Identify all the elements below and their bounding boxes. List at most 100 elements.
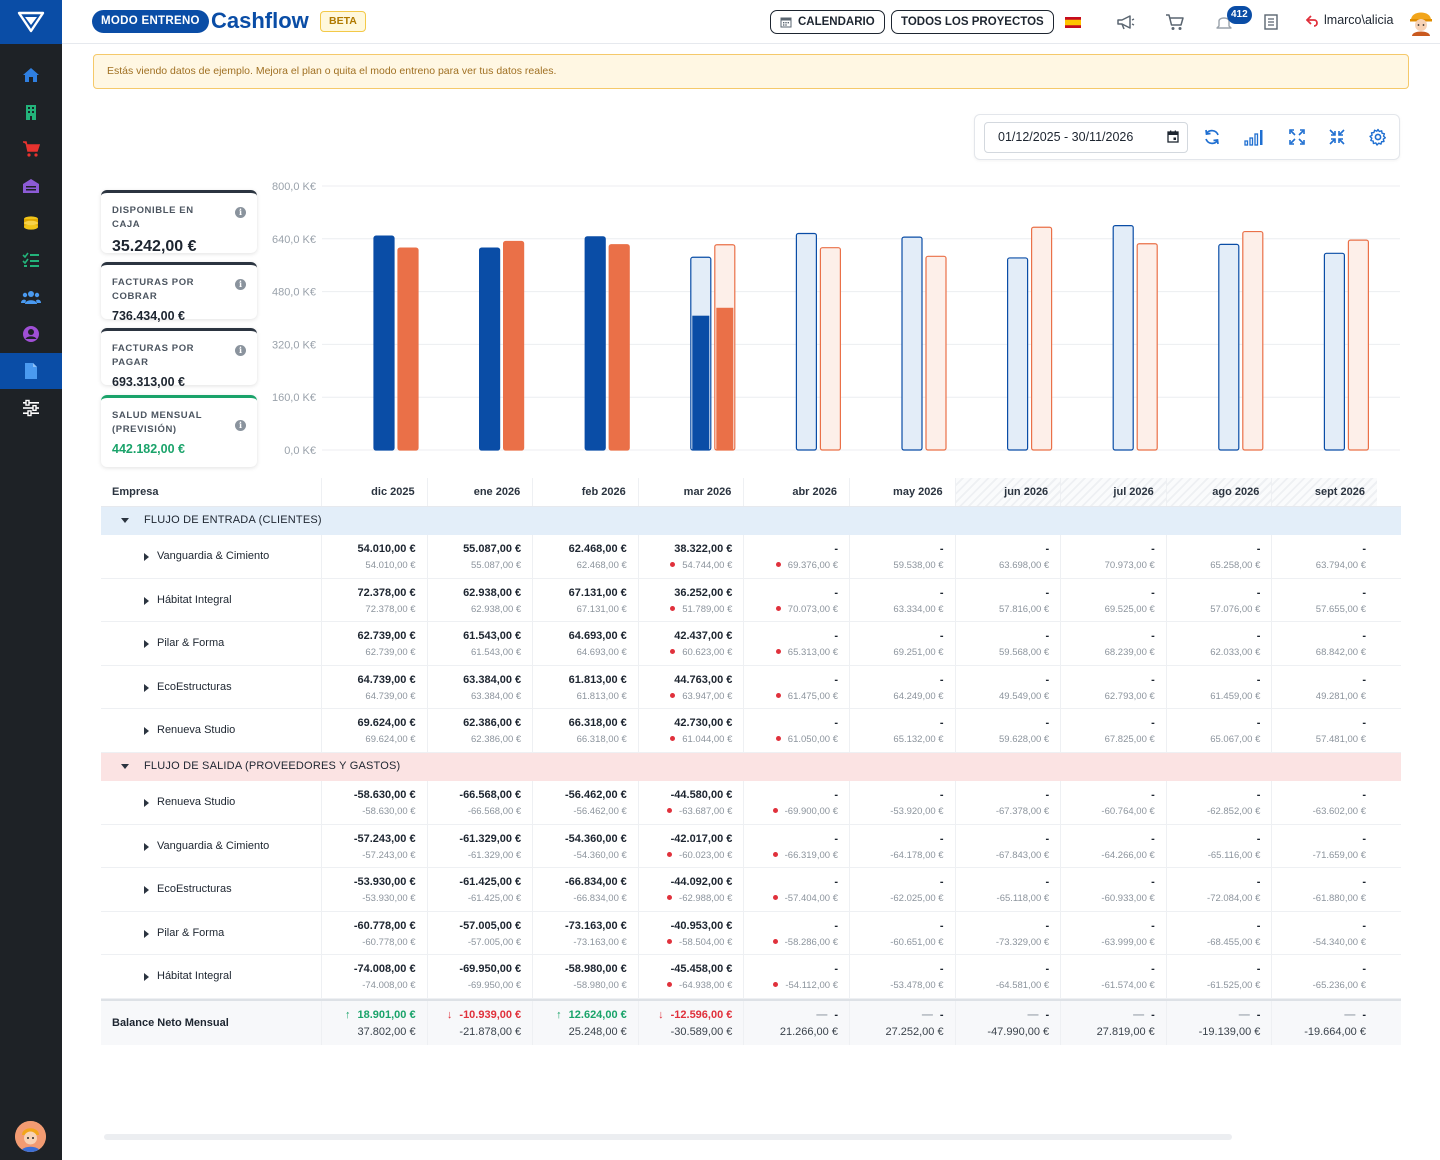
app-logo[interactable] bbox=[0, 0, 62, 44]
value-cell[interactable]: - -65.236,00 € bbox=[1271, 955, 1377, 998]
balance-cell[interactable]: ↑ 12.624,00 € 25.248,00 € bbox=[532, 1001, 638, 1045]
balance-cell[interactable]: — - -47.990,00 € bbox=[954, 1001, 1061, 1045]
value-cell[interactable]: - -66.319,00 € bbox=[743, 824, 849, 868]
docs-button[interactable] bbox=[1260, 11, 1282, 33]
value-cell[interactable]: - 63.794,00 € bbox=[1271, 535, 1377, 578]
row-name-cell[interactable]: EcoEstructuras bbox=[101, 666, 321, 709]
value-cell[interactable]: - 63.698,00 € bbox=[954, 535, 1061, 578]
value-cell[interactable]: -74.008,00 € -74.008,00 € bbox=[321, 955, 427, 998]
value-cell[interactable]: 42.437,00 € 60.623,00 € bbox=[637, 622, 744, 665]
value-cell[interactable]: - -72.084,00 € bbox=[1165, 868, 1272, 911]
info-icon[interactable]: i bbox=[235, 207, 246, 218]
balance-cell[interactable]: ↓ -10.939,00 € -21.878,00 € bbox=[426, 1001, 533, 1045]
value-cell[interactable]: - 69.376,00 € bbox=[743, 535, 849, 578]
value-cell[interactable]: 67.131,00 € 67.131,00 € bbox=[532, 578, 638, 622]
value-cell[interactable]: -57.243,00 € -57.243,00 € bbox=[321, 824, 427, 868]
value-cell[interactable]: - -63.602,00 € bbox=[1271, 781, 1377, 824]
nav-companies[interactable] bbox=[0, 94, 62, 130]
value-cell[interactable]: - -73.329,00 € bbox=[954, 911, 1061, 955]
value-cell[interactable]: - -67.378,00 € bbox=[954, 781, 1061, 824]
value-cell[interactable]: -40.953,00 € -58.504,00 € bbox=[637, 911, 744, 955]
nav-warehouse[interactable] bbox=[0, 168, 62, 204]
announcements-button[interactable] bbox=[1115, 11, 1137, 33]
column-header-company[interactable]: Empresa bbox=[112, 486, 159, 498]
balance-cell[interactable]: — - -19.664,00 € bbox=[1271, 1001, 1377, 1045]
nav-team[interactable] bbox=[0, 279, 62, 315]
value-cell[interactable]: - -53.478,00 € bbox=[849, 955, 955, 998]
section-header-row[interactable]: FLUJO DE SALIDA (PROVEEDORES Y GASTOS) bbox=[101, 753, 1401, 781]
nav-finance[interactable] bbox=[0, 205, 62, 241]
value-cell[interactable]: - 57.481,00 € bbox=[1271, 709, 1377, 752]
nav-documents[interactable] bbox=[0, 353, 62, 389]
value-cell[interactable]: -54.360,00 € -54.360,00 € bbox=[532, 824, 638, 868]
expand-button[interactable] bbox=[1287, 127, 1307, 147]
nav-tasks[interactable] bbox=[0, 242, 62, 278]
section-header-row[interactable]: FLUJO DE ENTRADA (CLIENTES) bbox=[101, 507, 1401, 535]
training-mode-pill[interactable]: MODO ENTRENO bbox=[92, 10, 209, 33]
caret-right-icon[interactable] bbox=[144, 553, 149, 561]
value-cell[interactable]: - -62.025,00 € bbox=[849, 868, 955, 911]
nav-profile[interactable] bbox=[0, 316, 62, 352]
column-header-month[interactable]: ago 2026 bbox=[1165, 478, 1272, 506]
value-cell[interactable]: -53.930,00 € -53.930,00 € bbox=[321, 868, 427, 911]
value-cell[interactable]: -61.425,00 € -61.425,00 € bbox=[426, 868, 533, 911]
caret-down-icon[interactable] bbox=[121, 518, 129, 523]
row-name-cell[interactable]: Vanguardia & Cimiento bbox=[101, 535, 321, 578]
caret-right-icon[interactable] bbox=[144, 886, 149, 895]
calendar-button[interactable]: CALENDARIO bbox=[770, 10, 885, 34]
value-cell[interactable]: - -54.340,00 € bbox=[1271, 911, 1377, 955]
column-header-month[interactable]: jul 2026 bbox=[1060, 478, 1166, 506]
value-cell[interactable]: -42.017,00 € -60.023,00 € bbox=[637, 824, 744, 868]
value-cell[interactable]: - -62.852,00 € bbox=[1165, 781, 1272, 824]
value-cell[interactable]: -58.630,00 € -58.630,00 € bbox=[321, 781, 427, 824]
value-cell[interactable]: - 68.239,00 € bbox=[1060, 622, 1166, 665]
value-cell[interactable]: - 59.538,00 € bbox=[849, 535, 955, 578]
caret-right-icon[interactable] bbox=[144, 973, 149, 982]
row-name-cell[interactable]: Vanguardia & Cimiento bbox=[101, 825, 321, 868]
nav-purchases[interactable] bbox=[0, 131, 62, 167]
value-cell[interactable]: - 61.475,00 € bbox=[743, 665, 849, 709]
caret-right-icon[interactable] bbox=[144, 799, 149, 807]
caret-right-icon[interactable] bbox=[144, 842, 149, 851]
value-cell[interactable]: - 65.067,00 € bbox=[1165, 709, 1272, 752]
value-cell[interactable]: - -60.764,00 € bbox=[1060, 781, 1166, 824]
value-cell[interactable]: - -68.455,00 € bbox=[1165, 911, 1272, 955]
collapse-button[interactable] bbox=[1327, 127, 1347, 147]
value-cell[interactable]: - 61.459,00 € bbox=[1165, 665, 1272, 709]
value-cell[interactable]: - -61.574,00 € bbox=[1060, 955, 1166, 998]
value-cell[interactable]: 64.739,00 € 64.739,00 € bbox=[321, 665, 427, 709]
caret-down-icon[interactable] bbox=[121, 764, 129, 769]
date-range-input[interactable]: 01/12/2025 - 30/11/2026 bbox=[984, 122, 1188, 153]
value-cell[interactable]: - 59.568,00 € bbox=[954, 622, 1061, 665]
value-cell[interactable]: - -60.933,00 € bbox=[1060, 868, 1166, 911]
value-cell[interactable]: - 61.050,00 € bbox=[743, 709, 849, 752]
balance-cell[interactable]: — - 27.819,00 € bbox=[1060, 1001, 1166, 1045]
value-cell[interactable]: - 69.251,00 € bbox=[849, 622, 955, 665]
refresh-button[interactable] bbox=[1202, 127, 1222, 147]
chart-type-button[interactable] bbox=[1244, 127, 1264, 147]
user-name[interactable]: lmarco\alicia bbox=[1324, 13, 1394, 27]
caret-right-icon[interactable] bbox=[144, 640, 149, 649]
value-cell[interactable]: - 65.313,00 € bbox=[743, 622, 849, 665]
caret-right-icon[interactable] bbox=[144, 683, 149, 692]
value-cell[interactable]: - -53.920,00 € bbox=[849, 781, 955, 824]
value-cell[interactable]: 69.624,00 € 69.624,00 € bbox=[321, 709, 427, 752]
value-cell[interactable]: - -64.266,00 € bbox=[1060, 824, 1166, 868]
value-cell[interactable]: -60.778,00 € -60.778,00 € bbox=[321, 911, 427, 955]
value-cell[interactable]: - -65.116,00 € bbox=[1165, 824, 1272, 868]
value-cell[interactable]: -44.580,00 € -63.687,00 € bbox=[637, 781, 744, 824]
value-cell[interactable]: - -60.651,00 € bbox=[849, 911, 955, 955]
value-cell[interactable]: 54.010,00 € 54.010,00 € bbox=[321, 535, 427, 578]
settings-button[interactable] bbox=[1368, 127, 1388, 147]
value-cell[interactable]: -66.568,00 € -66.568,00 € bbox=[426, 781, 533, 824]
value-cell[interactable]: 36.252,00 € 51.789,00 € bbox=[637, 578, 744, 622]
balance-cell[interactable]: — - 27.252,00 € bbox=[849, 1001, 955, 1045]
balance-cell[interactable]: — - 21.266,00 € bbox=[743, 1001, 849, 1045]
value-cell[interactable]: -66.834,00 € -66.834,00 € bbox=[532, 868, 638, 911]
caret-right-icon[interactable] bbox=[144, 596, 149, 605]
value-cell[interactable]: - -71.659,00 € bbox=[1271, 824, 1377, 868]
value-cell[interactable]: - -64.581,00 € bbox=[954, 955, 1061, 998]
value-cell[interactable]: 63.384,00 € 63.384,00 € bbox=[426, 665, 533, 709]
value-cell[interactable]: - -63.999,00 € bbox=[1060, 911, 1166, 955]
value-cell[interactable]: - -54.112,00 € bbox=[743, 955, 849, 998]
